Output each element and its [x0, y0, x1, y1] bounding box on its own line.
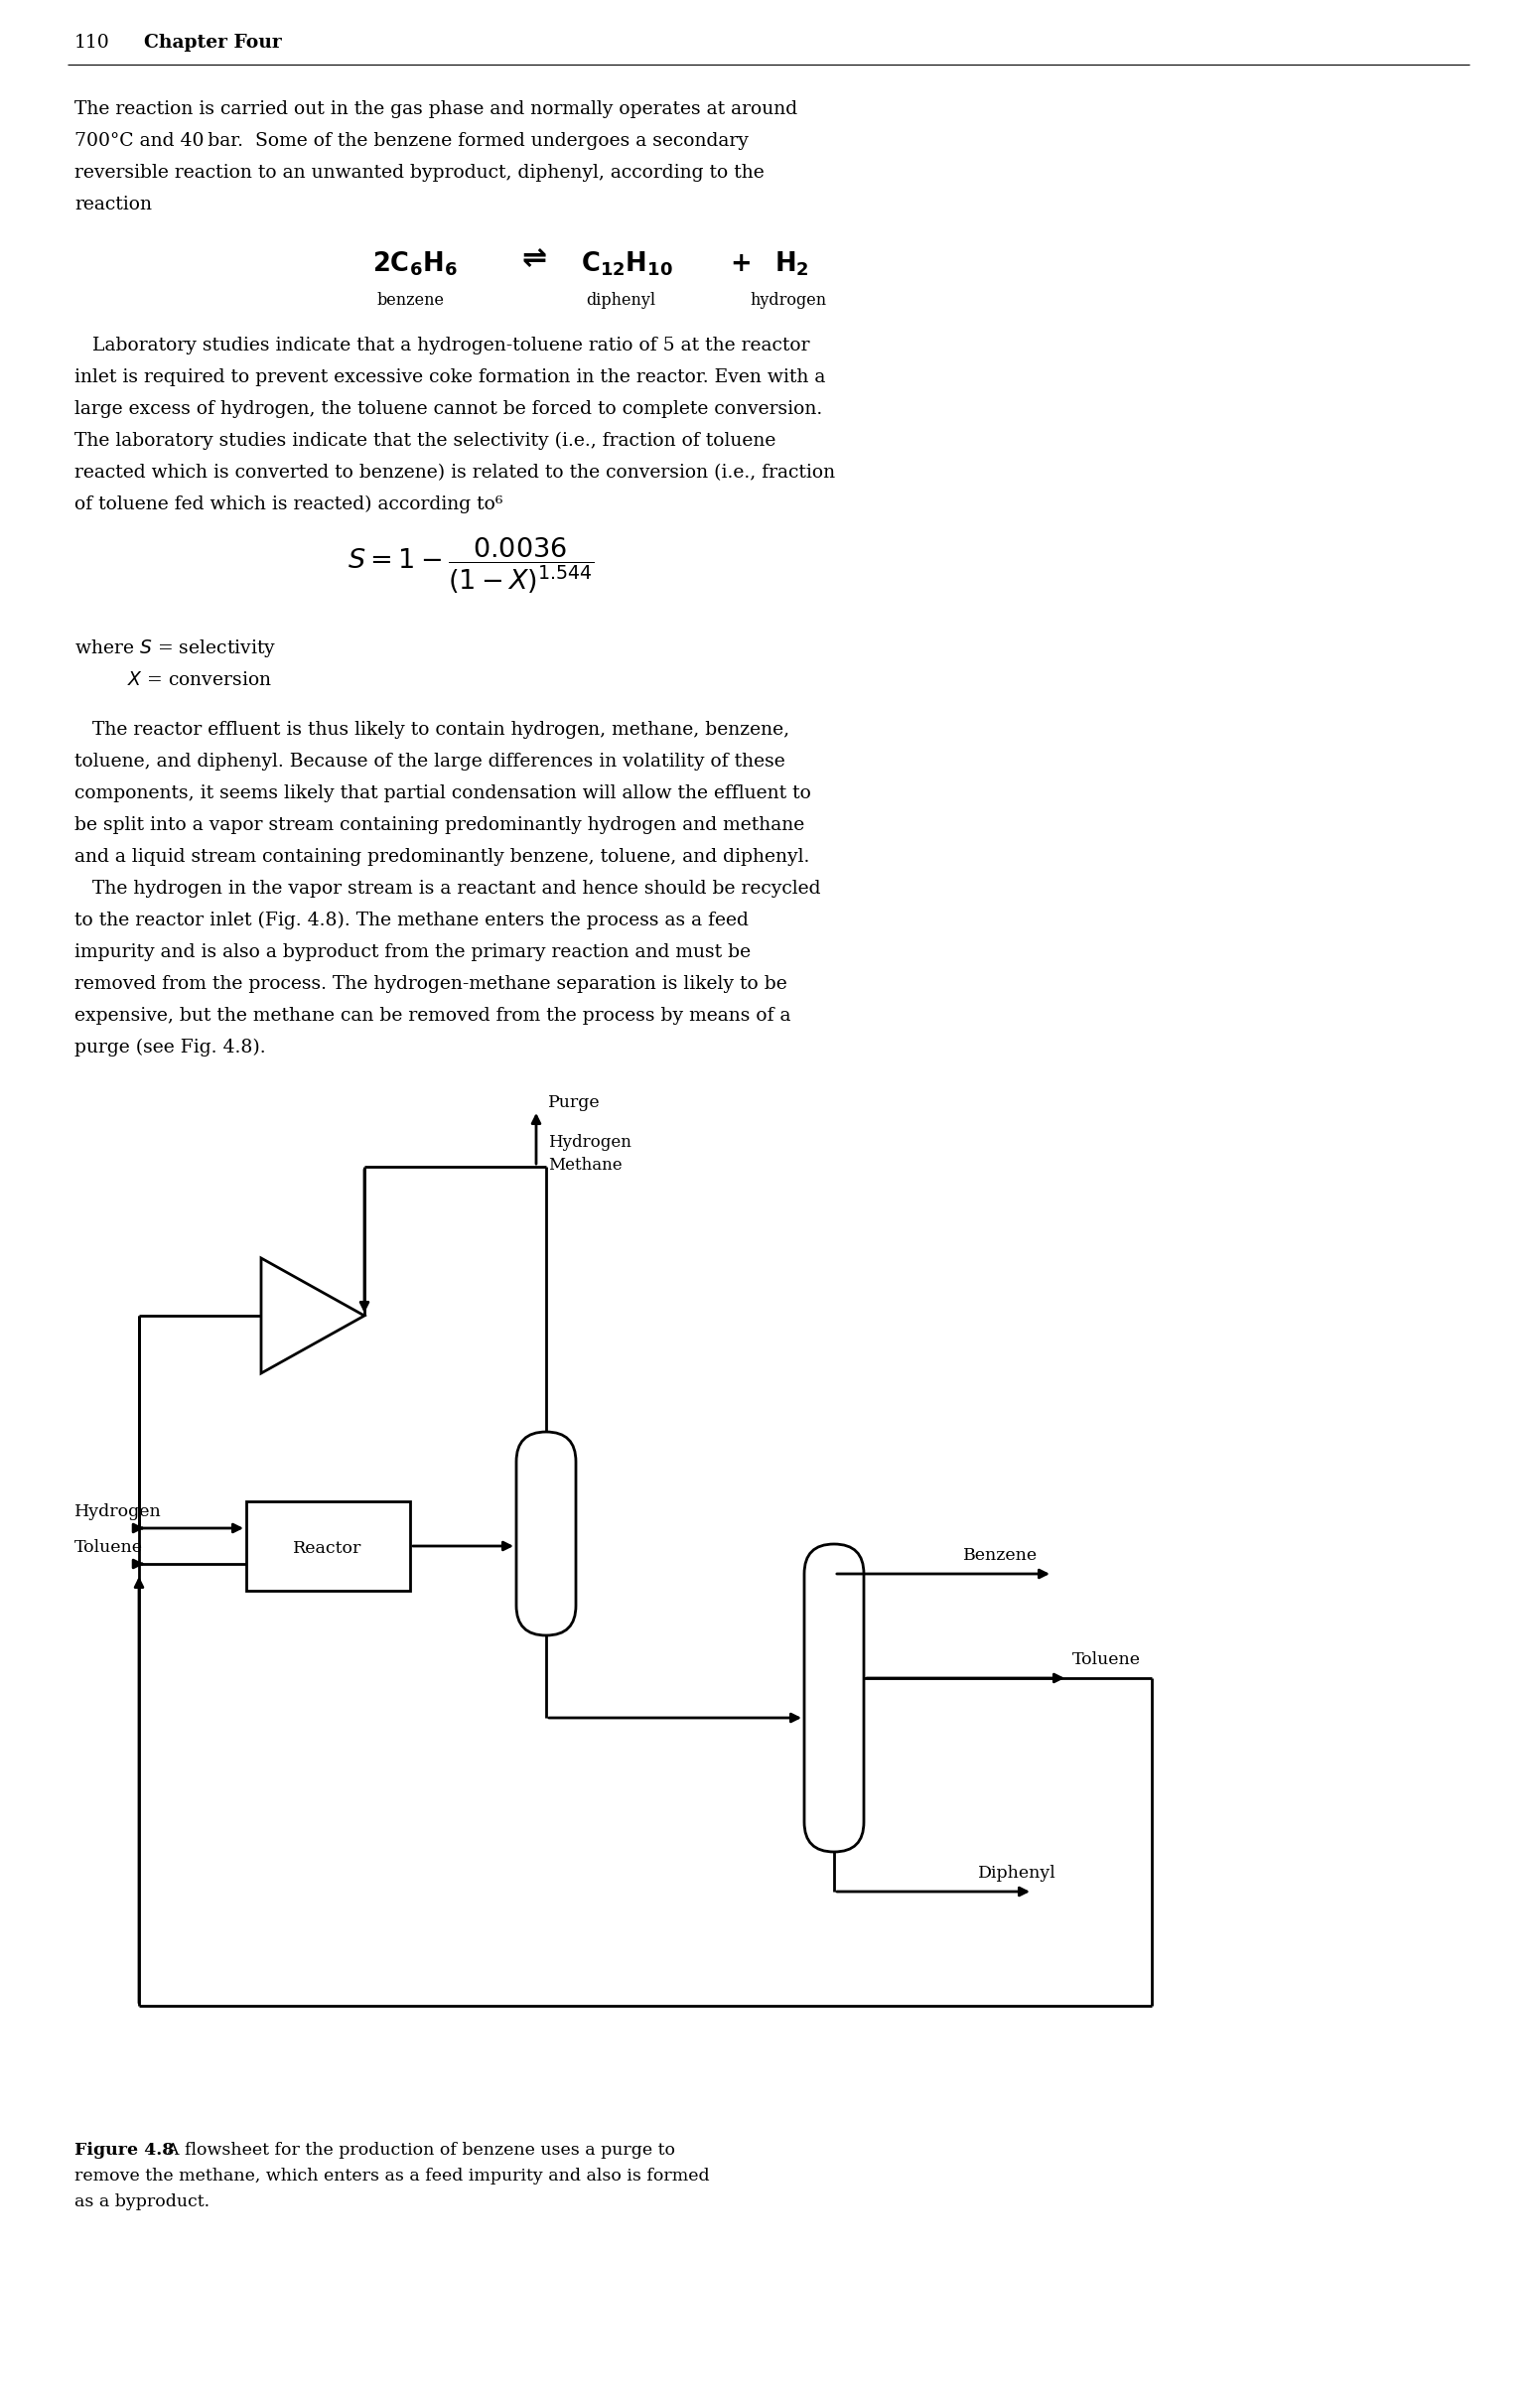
Text: and a liquid stream containing predominantly benzene, toluene, and diphenyl.: and a liquid stream containing predomina…: [74, 849, 810, 866]
Text: as a byproduct.: as a byproduct.: [74, 2194, 209, 2211]
Text: reversible reaction to an unwanted byproduct, diphenyl, according to the: reversible reaction to an unwanted bypro…: [74, 163, 764, 182]
Text: Purge: Purge: [548, 1093, 601, 1110]
Text: Laboratory studies indicate that a hydrogen-toluene ratio of 5 at the reactor: Laboratory studies indicate that a hydro…: [74, 336, 810, 355]
Text: $X$ = conversion: $X$ = conversion: [74, 671, 273, 688]
Text: $\mathbf{C_{12}H_{10}}$: $\mathbf{C_{12}H_{10}}$: [581, 249, 673, 278]
Text: Chapter Four: Chapter Four: [143, 34, 282, 53]
Text: 110: 110: [74, 34, 109, 53]
Text: $\mathbf{H_2}$: $\mathbf{H_2}$: [775, 249, 809, 278]
Text: Toluene: Toluene: [1072, 1652, 1141, 1669]
Text: reacted which is converted to benzene) is related to the conversion (i.e., fract: reacted which is converted to benzene) i…: [74, 463, 835, 482]
FancyBboxPatch shape: [516, 1432, 576, 1635]
Text: Benzene: Benzene: [962, 1547, 1038, 1563]
Text: of toluene fed which is reacted) according to⁶: of toluene fed which is reacted) accordi…: [74, 496, 502, 513]
Bar: [246, 1501, 410, 1590]
Text: $\mathbf{2C_6H_6}$: $\mathbf{2C_6H_6}$: [373, 249, 457, 278]
Text: 700°C and 40 bar.  Some of the benzene formed undergoes a secondary: 700°C and 40 bar. Some of the benzene fo…: [74, 132, 748, 151]
Text: The laboratory studies indicate that the selectivity (i.e., fraction of toluene: The laboratory studies indicate that the…: [74, 432, 776, 451]
Text: be split into a vapor stream containing predominantly hydrogen and methane: be split into a vapor stream containing …: [74, 815, 804, 835]
Text: A flowsheet for the production of benzene uses a purge to: A flowsheet for the production of benzen…: [156, 2141, 675, 2158]
Text: $\mathbf{\rightleftharpoons}$: $\mathbf{\rightleftharpoons}$: [516, 245, 548, 273]
Text: The hydrogen in the vapor stream is a reactant and hence should be recycled: The hydrogen in the vapor stream is a re…: [74, 880, 821, 897]
Text: reaction: reaction: [74, 197, 152, 213]
Text: Reactor: Reactor: [293, 1540, 362, 1556]
Text: expensive, but the methane can be removed from the process by means of a: expensive, but the methane can be remove…: [74, 1007, 792, 1024]
Text: Toluene: Toluene: [74, 1540, 143, 1556]
Text: purge (see Fig. 4.8).: purge (see Fig. 4.8).: [74, 1038, 266, 1058]
Text: to the reactor inlet (Fig. 4.8). The methane enters the process as a feed: to the reactor inlet (Fig. 4.8). The met…: [74, 911, 748, 930]
Text: large excess of hydrogen, the toluene cannot be forced to complete conversion.: large excess of hydrogen, the toluene ca…: [74, 400, 822, 417]
Text: Diphenyl: Diphenyl: [978, 1866, 1056, 1882]
Text: impurity and is also a byproduct from the primary reaction and must be: impurity and is also a byproduct from th…: [74, 942, 752, 962]
Text: Hydrogen: Hydrogen: [548, 1134, 631, 1151]
Text: diphenyl: diphenyl: [585, 293, 656, 309]
Text: hydrogen: hydrogen: [750, 293, 827, 309]
Text: The reaction is carried out in the gas phase and normally operates at around: The reaction is carried out in the gas p…: [74, 101, 798, 118]
Text: $S = 1 - \dfrac{0.0036}{(1-X)^{1.544}}$: $S = 1 - \dfrac{0.0036}{(1-X)^{1.544}}$: [348, 535, 594, 595]
Text: $\mathbf{+}$: $\mathbf{+}$: [730, 252, 750, 276]
Text: where $S$ = selectivity: where $S$ = selectivity: [74, 638, 276, 659]
Text: benzene: benzene: [377, 293, 445, 309]
Text: Methane: Methane: [548, 1156, 622, 1173]
Text: toluene, and diphenyl. Because of the large differences in volatility of these: toluene, and diphenyl. Because of the la…: [74, 753, 785, 770]
Text: remove the methane, which enters as a feed impurity and also is formed: remove the methane, which enters as a fe…: [74, 2168, 710, 2185]
Text: The reactor effluent is thus likely to contain hydrogen, methane, benzene,: The reactor effluent is thus likely to c…: [74, 722, 790, 739]
FancyBboxPatch shape: [804, 1544, 864, 1851]
Text: removed from the process. The hydrogen-methane separation is likely to be: removed from the process. The hydrogen-m…: [74, 976, 787, 993]
Text: inlet is required to prevent excessive coke formation in the reactor. Even with : inlet is required to prevent excessive c…: [74, 369, 825, 386]
Text: components, it seems likely that partial condensation will allow the effluent to: components, it seems likely that partial…: [74, 784, 812, 803]
Text: Hydrogen: Hydrogen: [74, 1504, 162, 1520]
Text: Figure 4.8: Figure 4.8: [74, 2141, 174, 2158]
Polygon shape: [262, 1259, 365, 1374]
